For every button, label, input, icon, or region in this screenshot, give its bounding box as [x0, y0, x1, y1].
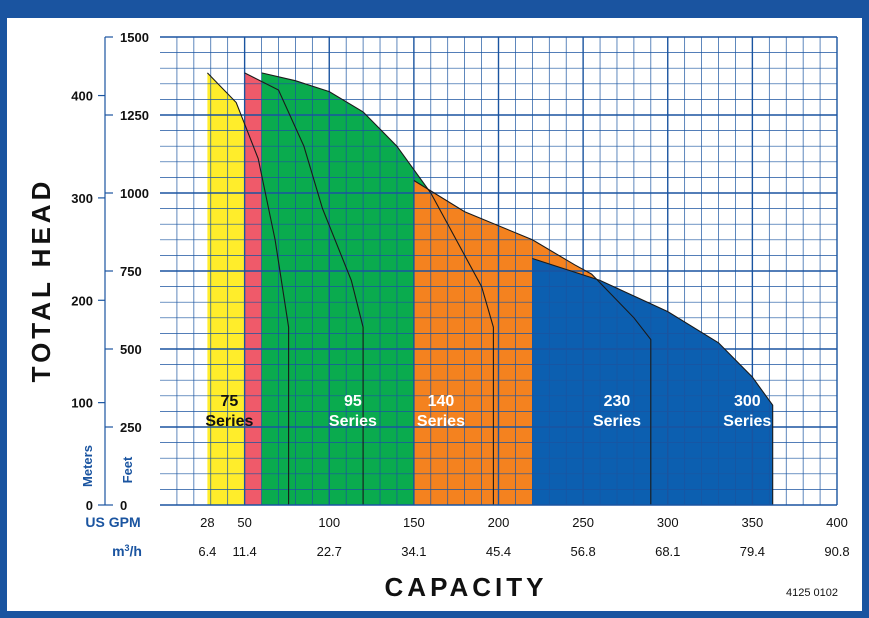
- x-tick-label-m3h: 45.4: [486, 544, 511, 559]
- series-label-75: 75: [220, 393, 238, 410]
- y-tick-label-feet: 750: [120, 264, 142, 279]
- x-tick-label-gpm: 100: [318, 515, 340, 530]
- x-tick-label-gpm: 200: [488, 515, 510, 530]
- series-label-230: 230: [604, 393, 631, 410]
- x-tick-label-m3h: 79.4: [740, 544, 765, 559]
- y-tick-label-feet: 500: [120, 342, 142, 357]
- y-tick-label-meters: 0: [86, 498, 93, 513]
- series-outline-140: [261, 72, 494, 505]
- series-sublabel-230: Series: [593, 413, 641, 430]
- y-tick-label-feet: 1500: [120, 30, 149, 45]
- x-tick-label-m3h: 68.1: [655, 544, 680, 559]
- series-areas: [207, 72, 773, 506]
- series-outline-75: [207, 72, 290, 505]
- axes: [98, 36, 837, 506]
- series-label-300: 300: [734, 393, 761, 410]
- x-tick-label-m3h: 6.4: [198, 544, 216, 559]
- x-tick-label-gpm: 300: [657, 515, 679, 530]
- x-tick-label-m3h: 22.7: [317, 544, 342, 559]
- tick-labels: 0 250 500 750 1000 1250 1500 0 100 200 300 400 28 50 1…: [71, 30, 849, 559]
- x-tick-label-gpm: 150: [403, 515, 425, 530]
- x-tick-label-m3h: 90.8: [824, 544, 849, 559]
- x-unit-m3h-base: m: [112, 543, 124, 559]
- y-tick-label-meters: 200: [71, 293, 93, 308]
- x-tick-label-gpm: 350: [742, 515, 764, 530]
- y-tick-label-feet: 250: [120, 420, 142, 435]
- grid-lines: [160, 36, 838, 505]
- series-labels: 75 Series 95 Series 140 Series 230 Series 300 Ser…: [205, 393, 771, 430]
- y-axis-title: TOTAL HEAD: [26, 178, 56, 383]
- x-unit-m3h-tail: /h: [130, 543, 142, 559]
- y-tick-label-meters: 100: [71, 396, 93, 411]
- figure-code: 4125 0102: [786, 587, 838, 599]
- y-tick-label-feet: 0: [120, 498, 127, 513]
- y-unit-feet: Feet: [120, 456, 135, 483]
- series-area-300: [532, 258, 773, 505]
- series-sublabel-300: Series: [723, 413, 771, 430]
- series-sublabel-75: Series: [205, 413, 253, 430]
- series-outline-230: [413, 180, 652, 505]
- x-axis-title: CAPACITY: [385, 572, 548, 602]
- x-tick-label-m3h: 34.1: [401, 544, 426, 559]
- series-outlines: [207, 72, 774, 505]
- y-tick-label-meters: 300: [71, 191, 93, 206]
- series-outline-300: [532, 257, 774, 505]
- series-sublabel-95: Series: [329, 413, 377, 430]
- x-tick-label-gpm: 250: [572, 515, 594, 530]
- x-unit-gpm: US GPM: [85, 514, 140, 530]
- y-tick-label-meters: 400: [71, 89, 93, 104]
- series-label-95: 95: [344, 393, 362, 410]
- y-tick-label-feet: 1000: [120, 186, 149, 201]
- x-tick-label-m3h: 56.8: [570, 544, 595, 559]
- x-tick-label-gpm: 50: [237, 515, 251, 530]
- y-unit-meters: Meters: [80, 445, 95, 487]
- x-tick-label-m3h: 11.4: [232, 544, 256, 559]
- x-unit-m3h: m3/h: [112, 543, 142, 559]
- x-tick-label-gpm: 28: [200, 515, 214, 530]
- series-sublabel-140: Series: [417, 413, 465, 430]
- x-tick-label-gpm: 400: [826, 515, 848, 530]
- series-outline-95: [244, 72, 364, 505]
- y-tick-label-feet: 1250: [120, 108, 149, 123]
- series-label-140: 140: [428, 393, 455, 410]
- x-unit-m3h-sup: 3: [125, 543, 130, 553]
